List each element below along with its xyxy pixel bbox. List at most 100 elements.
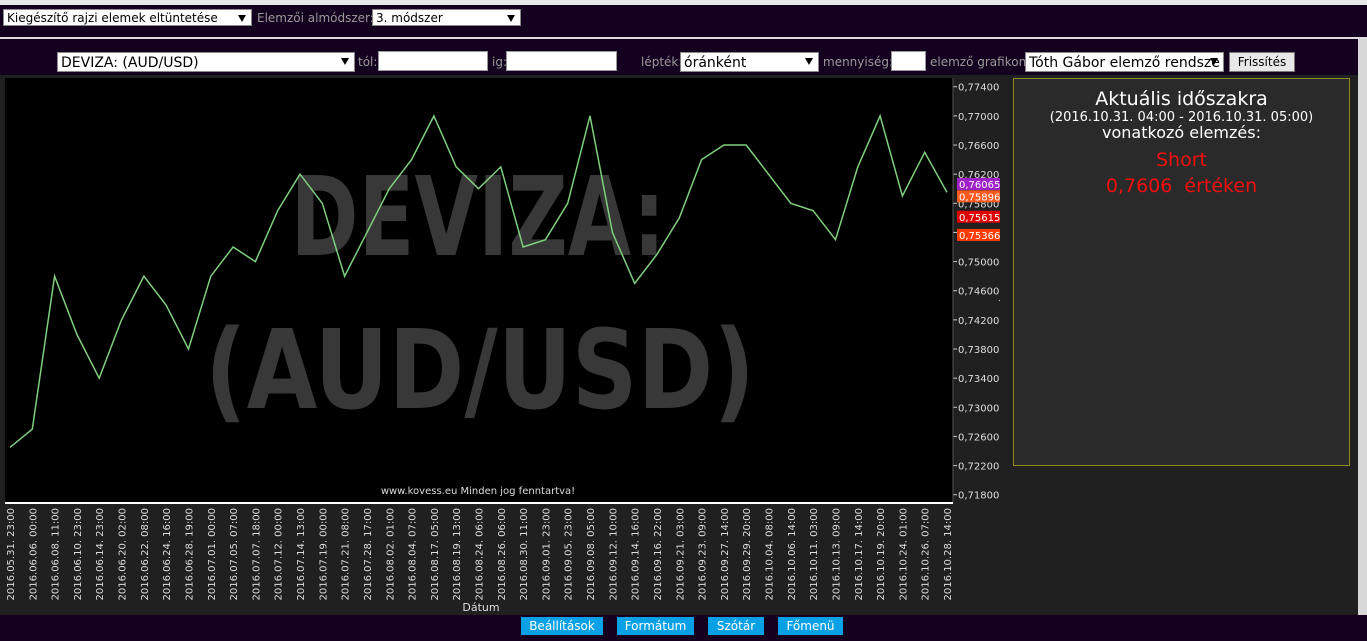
price-marker-label: 0,76065	[959, 180, 1000, 191]
footer-button[interactable]: Beállítások	[521, 617, 603, 635]
scrollbar	[1358, 39, 1367, 615]
x-tick-label: 2016.09.08. 05:00	[586, 508, 597, 600]
price-marker	[957, 178, 1000, 190]
scale-select[interactable]: óránként	[680, 52, 819, 72]
price-marker-label: 0,75896	[959, 192, 1000, 203]
x-tick-label: 2016.09.23. 09:00	[698, 508, 709, 600]
x-tick-label: 2016.07.01. 00:00	[207, 508, 218, 600]
footer-button[interactable]: Főmenü	[778, 617, 843, 635]
method-select[interactable]: 3. módszer	[372, 9, 521, 26]
x-tick-label: 2016.08.02. 01:00	[385, 508, 396, 600]
x-tick-label: 2016.10.11. 03:00	[809, 508, 820, 600]
from-label: tól:	[358, 55, 378, 69]
x-tick-label: 2016.07.19. 00:00	[318, 508, 329, 600]
x-tick-label: 2016.10.04. 08:00	[765, 508, 776, 600]
x-tick-label: 2016.06.22. 08:00	[140, 508, 151, 600]
x-tick-label: 2016.08.24. 06:00	[475, 508, 486, 600]
x-tick-label: 2016.09.29. 20:00	[742, 508, 753, 600]
analysis-title: Aktuális időszakra	[1095, 88, 1268, 110]
x-tick-label: 2016.09.05. 23:00	[564, 508, 575, 600]
amount-input[interactable]	[891, 51, 926, 71]
y-tick-label: 0,76200	[958, 170, 999, 181]
watermark: (AUD/USD)	[205, 306, 755, 434]
x-tick-label: 2016.09.16. 22:00	[653, 508, 664, 600]
analysis-price: 0,7606 értéken	[1105, 175, 1258, 197]
x-tick-label: 2016.07.28. 17:00	[363, 508, 374, 600]
instrument-select[interactable]: DEVIZA: (AUD/USD)	[57, 52, 355, 72]
x-tick-label: 2016.08.30. 11:00	[519, 508, 530, 600]
x-tick-label: 2016.06.06. 00:00	[28, 508, 39, 600]
amount-label: mennyiség:	[823, 55, 894, 69]
y-tick-label: 0,73400	[958, 374, 999, 385]
x-tick-label: 2016.09.21. 03:00	[675, 508, 686, 600]
method-label: Elemzői almódszer:	[257, 11, 374, 25]
y-tick-label: 0,72200	[958, 462, 999, 473]
x-tick-label: 2016.10.24. 01:00	[898, 508, 909, 600]
y-tick-label: 0,71800	[958, 491, 999, 502]
x-tick-label: 2016.05.31. 23:00	[6, 508, 17, 600]
y-tick-label: 0,75800	[958, 199, 999, 210]
footer-note: www.kovess.eu Minden jog fenntartva!	[381, 486, 575, 497]
x-tick-label: 2016.10.06. 14:00	[787, 508, 798, 600]
x-tick-label: 2016.07.05. 07:00	[229, 508, 240, 600]
y-tick-label: 0,72600	[958, 432, 999, 443]
analysis-subtitle: vonatkozó elemzés:	[1102, 123, 1261, 142]
hide-select[interactable]: Kiegészítő rajzi elemek eltüntetése	[3, 9, 252, 26]
price-marker	[957, 228, 1000, 241]
x-tick-label: 2016.09.27. 14:00	[720, 508, 731, 600]
to-label: ig:	[492, 55, 507, 69]
y-tick-label: 0,76600	[958, 141, 999, 152]
footer-button[interactable]: Szótár	[708, 617, 764, 635]
x-tick-label: 2016.06.14. 23:00	[95, 508, 106, 600]
y-tick-label: 0,77000	[958, 112, 999, 123]
analysis-period: (2016.10.31. 04:00 - 2016.10.31. 05:00)	[1049, 110, 1314, 125]
x-tick-label: 2016.06.20. 02:00	[118, 508, 129, 600]
y-tick-label: 0,73000	[958, 403, 999, 414]
x-tick-label: 2016.07.14. 13:00	[296, 508, 307, 600]
x-tick-label: 2016.07.12. 00:00	[274, 508, 285, 600]
x-tick-label: 2016.08.04. 07:00	[408, 508, 419, 600]
x-axis-label: Dátum	[462, 601, 499, 614]
x-tick-label: 2016.08.17. 05:00	[430, 508, 441, 600]
y-tick-label: 0,75000	[958, 258, 999, 269]
y-tick-label: 0,74200	[958, 316, 999, 327]
price-marker	[957, 210, 1000, 223]
analysis-signal: Short	[1156, 149, 1207, 171]
x-tick-label: 2016.09.14. 16:00	[631, 508, 642, 600]
x-tick-label: 2016.10.19. 20:00	[876, 508, 887, 600]
x-tick-label: 2016.08.26. 06:00	[497, 508, 508, 600]
price-line	[9, 113, 948, 448]
y-tick-label: 0,77400	[958, 83, 999, 94]
y-tick-label: 0,74600	[958, 287, 999, 298]
scale-label: lépték:	[641, 55, 683, 69]
x-tick-label: 2016.10.26. 07:00	[921, 508, 932, 600]
chart: DEVIZA:(AUD/USD)0,718000,722000,726000,7…	[5, 78, 1000, 614]
x-tick-label: 2016.10.28. 14:00	[943, 508, 954, 600]
x-tick-label: 2016.06.08. 11:00	[51, 508, 62, 600]
x-tick-label: 2016.06.10. 23:00	[73, 508, 84, 600]
x-tick-label: 2016.10.17. 14:00	[854, 508, 865, 600]
y-tick-label: 0,73800	[958, 345, 999, 356]
top-edge	[0, 0, 1367, 5]
x-tick-label: 2016.09.01. 23:00	[541, 508, 552, 600]
analysis-panel: Aktuális időszakra (2016.10.31. 04:00 - …	[1013, 78, 1350, 466]
price-marker-label: 0,75615	[959, 213, 1000, 224]
footer-button[interactable]: Formátum	[617, 617, 694, 635]
x-tick-label: 2016.09.12. 10:00	[608, 508, 619, 600]
x-tick-label: 2016.08.19. 13:00	[452, 508, 463, 600]
refresh-button[interactable]: Frissítés	[1229, 52, 1295, 72]
chart-select[interactable]: Tóth Gábor elemző rendsze	[1025, 52, 1224, 72]
to-input[interactable]	[506, 51, 617, 71]
x-tick-label: 2016.10.13. 09:00	[831, 508, 842, 600]
y-axis-label: Érték	[999, 275, 1000, 305]
chart-label: elemző grafikon:	[930, 55, 1031, 69]
x-tick-label: 2016.07.21. 08:00	[341, 508, 352, 600]
x-tick-label: 2016.07.07. 18:00	[251, 508, 262, 600]
x-tick-label: 2016.06.24. 16:00	[162, 508, 173, 600]
divider	[0, 37, 1367, 39]
plot-bg	[5, 78, 953, 502]
from-input[interactable]	[378, 51, 488, 71]
x-tick-label: 2016.06.28. 19:00	[184, 508, 195, 600]
price-marker-label: 0,75366	[959, 231, 1000, 242]
